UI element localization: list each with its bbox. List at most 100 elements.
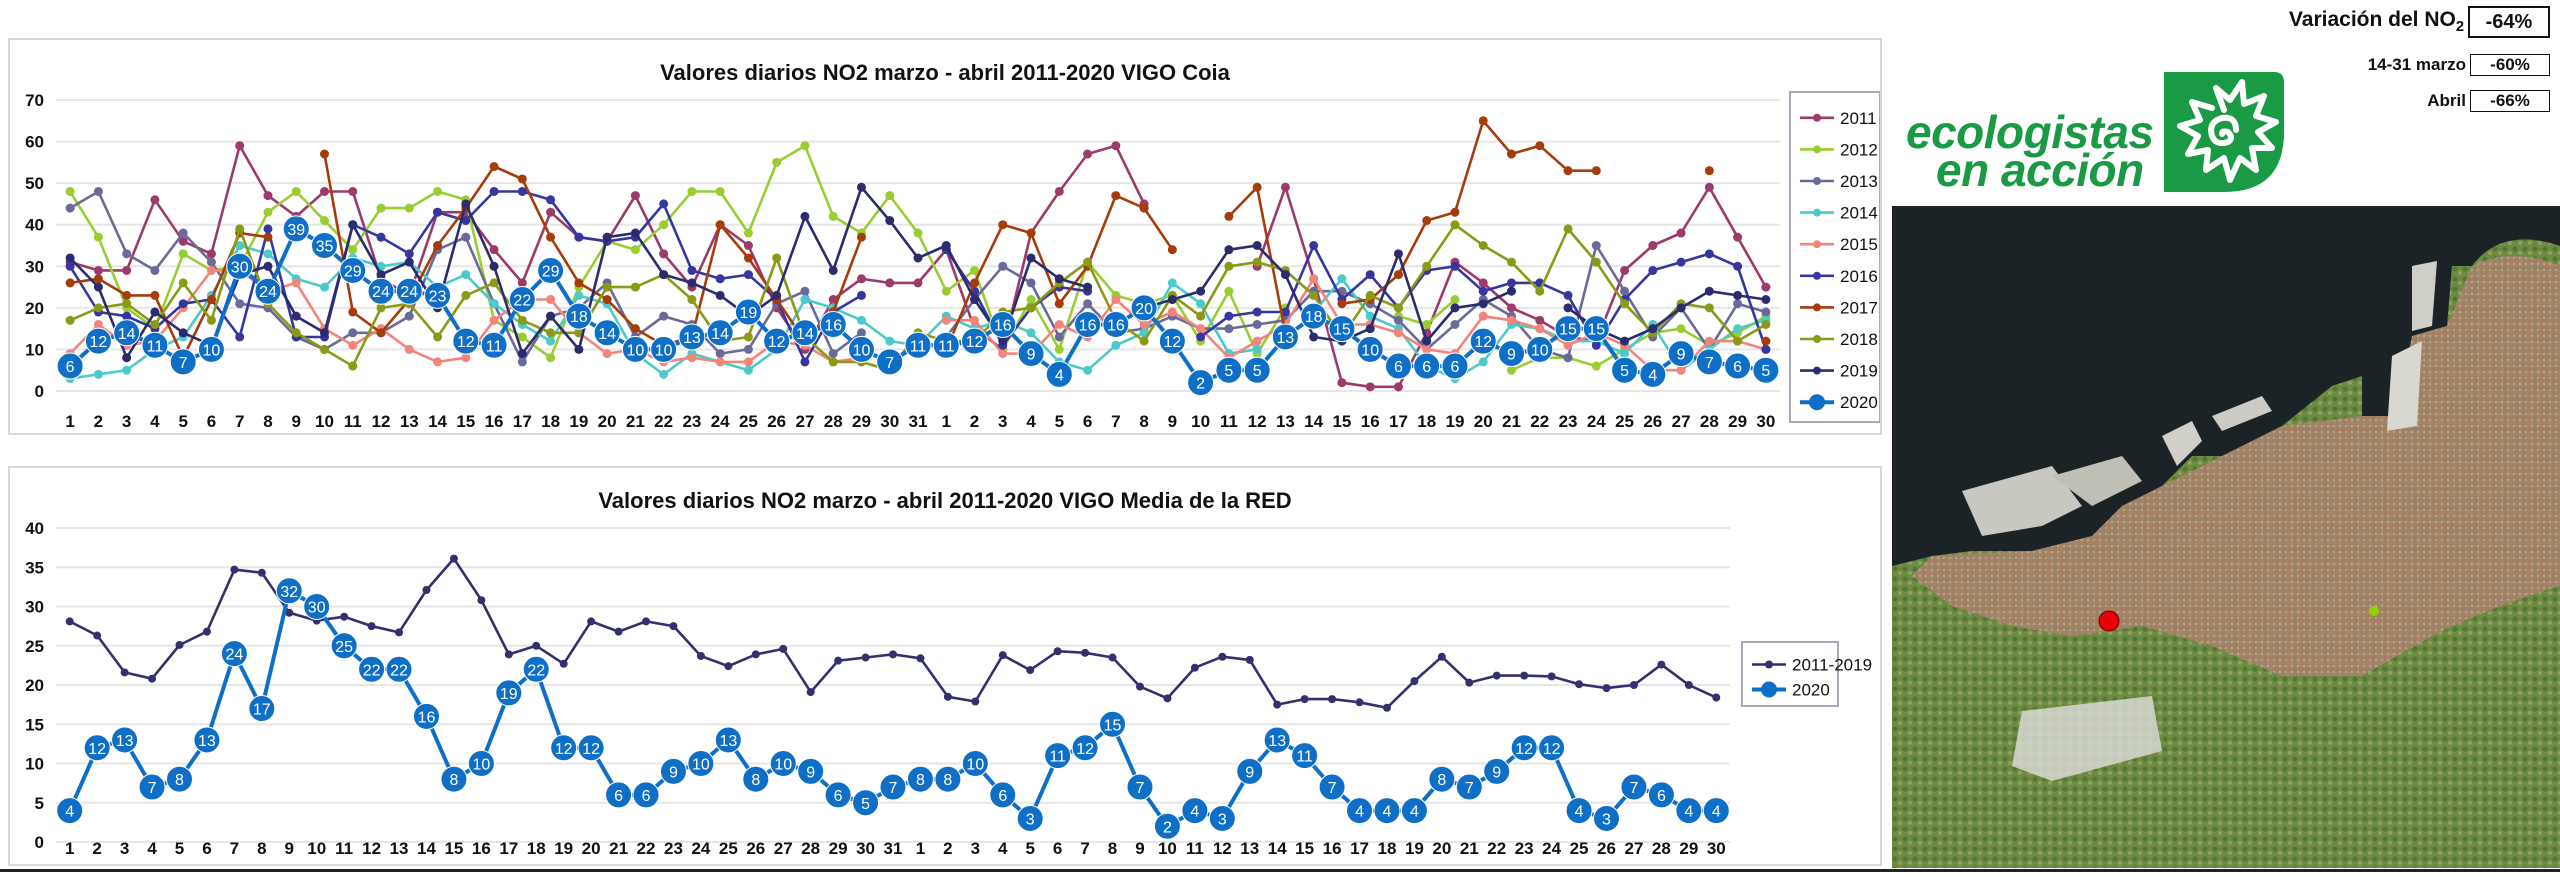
- data-point: [122, 365, 132, 375]
- y-tick-label: 50: [25, 174, 44, 193]
- data-point: [433, 241, 443, 250]
- data-label: 22: [513, 293, 531, 310]
- data-label: 16: [994, 317, 1012, 334]
- y-tick-label: 20: [25, 676, 44, 695]
- legend-marker: [1813, 145, 1821, 154]
- right-panel: Variación del NO2 -64% 14-31 marzo -60% …: [1890, 0, 2560, 877]
- x-tick-label: 17: [1350, 839, 1369, 858]
- data-label: 24: [259, 284, 277, 301]
- data-label: 4: [1712, 804, 1721, 821]
- data-point: [751, 650, 760, 659]
- data-point: [1575, 680, 1584, 689]
- data-point: [1676, 324, 1686, 334]
- data-point: [1724, 352, 1752, 380]
- data-point: [235, 141, 245, 151]
- data-point: [943, 692, 952, 701]
- data-point: [1761, 307, 1771, 317]
- data-point: [56, 352, 84, 380]
- data-label: 16: [1107, 317, 1125, 334]
- data-point: [1252, 319, 1262, 329]
- data-point: [376, 328, 386, 338]
- data-point: [885, 191, 895, 201]
- data-point: [1026, 666, 1035, 675]
- data-point: [122, 311, 132, 321]
- data-point: [659, 199, 669, 209]
- data-label: 9: [1507, 347, 1516, 364]
- data-label: 6: [614, 788, 623, 805]
- data-point: [1111, 295, 1121, 305]
- data-point: [340, 612, 349, 621]
- variation-marzo-value: -60%: [2470, 54, 2550, 76]
- data-point: [630, 324, 640, 334]
- x-tick-label: 17: [513, 412, 532, 431]
- data-label: 5: [861, 796, 870, 813]
- x-tick-label: 21: [609, 839, 628, 858]
- data-point: [138, 773, 166, 801]
- y-tick-label: 10: [25, 340, 44, 359]
- data-point: [1563, 353, 1573, 363]
- legend: 2011 2012 2013 2014 2015 2016 2017 2018 2019 2020: [1789, 91, 1881, 423]
- data-point: [876, 348, 904, 376]
- data-point: [461, 232, 471, 242]
- x-tick-label: 22: [637, 839, 656, 858]
- data-point: [303, 593, 331, 620]
- data-label: 12: [1543, 741, 1561, 758]
- data-point: [376, 303, 386, 313]
- data-point: [574, 344, 584, 354]
- data-point: [913, 278, 923, 288]
- x-tick-label: 27: [774, 839, 793, 858]
- data-point: [687, 278, 697, 288]
- data-point: [998, 336, 1008, 346]
- data-point: [1563, 166, 1573, 176]
- data-label: 8: [751, 772, 760, 789]
- data-label: 10: [655, 342, 673, 359]
- data-label: 8: [175, 772, 184, 789]
- x-tick-label: 4: [1026, 412, 1036, 431]
- data-label: 12: [1474, 334, 1492, 351]
- data-point: [1083, 365, 1093, 375]
- data-point: [1441, 352, 1469, 380]
- data-label: 6: [642, 788, 651, 805]
- data-point: [1437, 652, 1446, 661]
- data-point: [971, 697, 980, 706]
- data-point: [1337, 378, 1347, 388]
- data-point: [1478, 241, 1488, 250]
- data-point: [1611, 356, 1639, 384]
- data-point: [1450, 207, 1460, 217]
- variation-total-label: Variación del NO2: [2288, 8, 2464, 36]
- data-point: [440, 765, 468, 793]
- y-tick-label: 30: [25, 257, 44, 276]
- x-tick-label: 29: [829, 839, 848, 858]
- data-label: 9: [669, 764, 678, 781]
- data-point: [913, 253, 923, 263]
- data-point: [1252, 182, 1262, 192]
- y-tick-label: 20: [25, 299, 44, 318]
- x-tick-label: 18: [1417, 412, 1436, 431]
- legend-item-2014: 2014: [1800, 204, 1878, 223]
- data-point: [220, 640, 248, 668]
- series-line: [1341, 119, 1597, 305]
- data-point: [178, 228, 188, 238]
- data-label: 18: [1305, 309, 1323, 326]
- legend-item-2018: 2018: [1800, 330, 1878, 349]
- data-point: [743, 228, 753, 238]
- variation-marzo-label: 14-31 marzo: [2367, 55, 2466, 74]
- data-point: [1252, 307, 1262, 317]
- x-tick-label: 2: [94, 412, 103, 431]
- data-point: [517, 186, 527, 196]
- data-point: [93, 265, 103, 275]
- data-label: 15: [1333, 322, 1351, 339]
- data-label: 10: [966, 757, 984, 774]
- data-point: [319, 149, 329, 159]
- data-point: [1582, 315, 1610, 343]
- data-point: [715, 357, 725, 367]
- data-point: [206, 265, 216, 275]
- data-point: [449, 554, 458, 563]
- data-point: [1365, 382, 1375, 392]
- map-marker-coia: [2098, 610, 2120, 632]
- legend-marker: [1813, 271, 1821, 280]
- data-point: [1507, 278, 1517, 288]
- data-label: 9: [1677, 347, 1686, 364]
- data-label: 4: [65, 804, 74, 821]
- data-point: [546, 328, 556, 338]
